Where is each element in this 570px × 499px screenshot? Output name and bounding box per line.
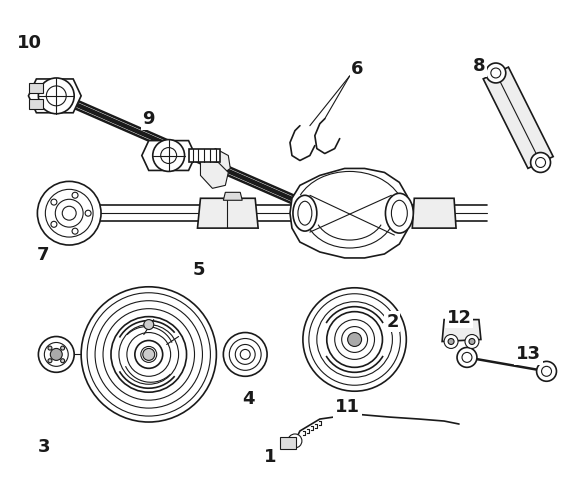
Circle shape xyxy=(143,348,154,360)
Circle shape xyxy=(46,86,66,106)
Text: 13: 13 xyxy=(516,345,541,363)
Ellipse shape xyxy=(293,195,317,231)
Circle shape xyxy=(327,312,382,367)
Circle shape xyxy=(486,63,506,83)
Circle shape xyxy=(51,222,57,227)
Circle shape xyxy=(348,332,361,346)
Circle shape xyxy=(72,192,78,198)
Circle shape xyxy=(48,359,52,363)
Circle shape xyxy=(38,336,74,372)
Circle shape xyxy=(288,434,302,448)
Polygon shape xyxy=(30,99,43,109)
Circle shape xyxy=(60,346,64,350)
Text: 8: 8 xyxy=(473,57,485,75)
Circle shape xyxy=(38,181,101,245)
Circle shape xyxy=(85,210,91,216)
Circle shape xyxy=(153,140,185,172)
Circle shape xyxy=(531,153,551,173)
Polygon shape xyxy=(412,198,456,228)
Text: 7: 7 xyxy=(37,246,50,264)
Polygon shape xyxy=(223,192,242,200)
Text: 9: 9 xyxy=(142,110,155,128)
Circle shape xyxy=(457,347,477,367)
Text: 10: 10 xyxy=(17,34,42,52)
Circle shape xyxy=(465,334,479,348)
Text: 2: 2 xyxy=(386,312,398,331)
Ellipse shape xyxy=(385,193,413,233)
Text: 12: 12 xyxy=(446,308,471,327)
Circle shape xyxy=(144,319,154,329)
Circle shape xyxy=(81,287,217,422)
Polygon shape xyxy=(201,161,229,188)
Polygon shape xyxy=(189,149,221,163)
Circle shape xyxy=(469,338,475,344)
Polygon shape xyxy=(28,79,81,113)
Polygon shape xyxy=(280,437,296,449)
Polygon shape xyxy=(483,67,553,168)
Text: 3: 3 xyxy=(38,438,51,456)
Circle shape xyxy=(62,206,76,220)
Circle shape xyxy=(448,338,454,344)
Circle shape xyxy=(240,349,250,359)
Circle shape xyxy=(60,359,64,363)
Circle shape xyxy=(38,78,74,114)
Text: 4: 4 xyxy=(242,390,254,408)
Polygon shape xyxy=(142,141,196,171)
Polygon shape xyxy=(197,198,258,228)
Circle shape xyxy=(444,334,458,348)
Text: 5: 5 xyxy=(192,261,205,279)
Circle shape xyxy=(303,288,406,391)
Circle shape xyxy=(536,361,556,381)
Circle shape xyxy=(50,348,62,360)
Circle shape xyxy=(111,317,186,392)
Polygon shape xyxy=(30,83,43,93)
Polygon shape xyxy=(442,319,481,341)
Circle shape xyxy=(51,199,57,205)
Circle shape xyxy=(135,340,162,368)
Circle shape xyxy=(223,332,267,376)
Text: 1: 1 xyxy=(264,448,276,466)
Circle shape xyxy=(48,346,52,350)
Text: 11: 11 xyxy=(335,398,360,416)
Circle shape xyxy=(161,148,177,164)
Circle shape xyxy=(72,228,78,234)
Polygon shape xyxy=(290,169,409,258)
Polygon shape xyxy=(201,149,230,176)
Text: 6: 6 xyxy=(351,60,364,78)
